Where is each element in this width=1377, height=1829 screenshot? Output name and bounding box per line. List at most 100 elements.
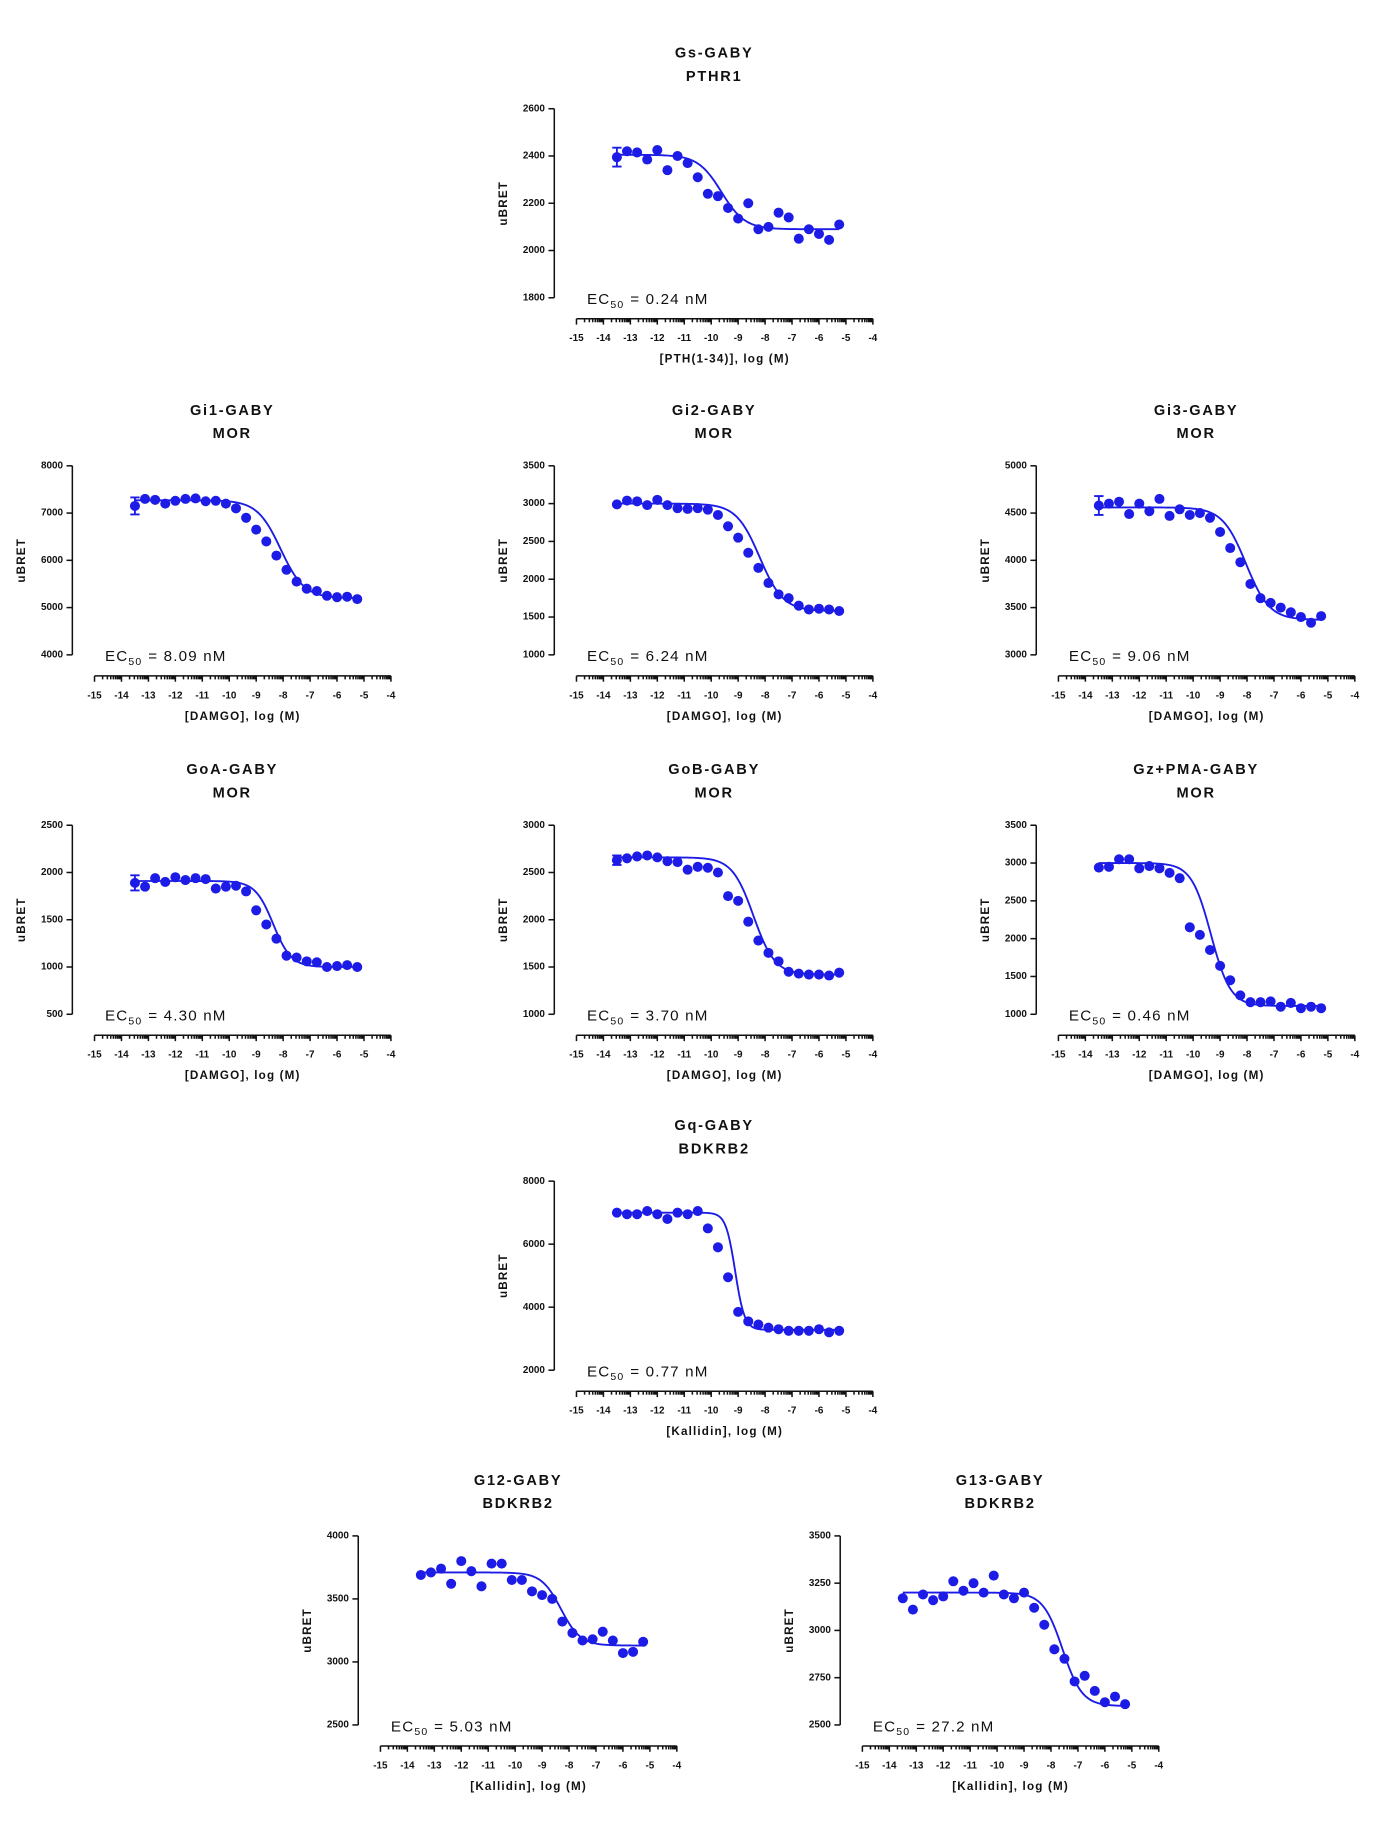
x-tick-label: -9 [1020, 1760, 1029, 1771]
data-point [150, 494, 161, 505]
data-point [824, 234, 835, 245]
data-point [672, 857, 683, 868]
data-point [1265, 996, 1276, 1007]
annotation-main: EC [587, 291, 610, 308]
data-point [682, 503, 693, 514]
data-point [632, 496, 643, 507]
x-tick-label: -14 [114, 690, 129, 701]
data-point [672, 150, 683, 162]
data-point [682, 1209, 693, 1220]
fit-curve [134, 880, 358, 968]
data-point [1174, 504, 1185, 515]
x-tick-label: -13 [623, 1406, 638, 1417]
x-tick-label: -12 [650, 333, 665, 344]
annotation-main: EC [587, 648, 610, 665]
data-point [928, 1595, 939, 1606]
data-point [1164, 510, 1175, 521]
annotation-sub: 50 [414, 1726, 428, 1738]
data-point [763, 577, 774, 589]
data-point [1235, 557, 1246, 568]
data-point [763, 221, 774, 232]
data-point [743, 547, 754, 558]
y-tick-label: 3000 [523, 498, 546, 509]
y-tick-label: 3250 [809, 1578, 832, 1589]
data-point [672, 503, 683, 514]
y-tick-label: 2000 [523, 245, 546, 256]
y-tick-label: 3000 [1005, 858, 1028, 869]
data-point [662, 165, 673, 176]
data-point [743, 1316, 754, 1327]
x-tick-label: -5 [360, 1050, 369, 1061]
y-tick-label: 2600 [523, 103, 546, 114]
chart-subtitle: MOR [1176, 426, 1215, 442]
data-point [733, 213, 744, 224]
data-point [813, 228, 825, 239]
annotation-rest: = 0.77 nM [630, 1364, 708, 1381]
chart-title: GoA-GABY [186, 762, 278, 778]
data-point [978, 1587, 989, 1598]
data-point [938, 1591, 949, 1602]
chart-title: Gz+PMA-GABY [1133, 762, 1259, 778]
x-tick-label: -11 [1159, 690, 1173, 701]
x-tick-label: -4 [1154, 1760, 1163, 1771]
data-point [486, 1558, 497, 1569]
data-point [1204, 944, 1216, 956]
data-point [611, 499, 622, 510]
x-tick-label: -6 [1100, 1760, 1109, 1771]
x-tick-label: -15 [1051, 1050, 1066, 1061]
data-point [220, 498, 231, 509]
data-point [763, 1322, 774, 1333]
chart-panel: Gq-GABY BDKRB2 2000 4000 6000 8000 uBRET -15 -14… [497, 1118, 878, 1438]
x-tick-label: -12 [650, 1050, 665, 1061]
x-tick-label: -15 [569, 690, 584, 701]
data-point [783, 212, 794, 223]
y-axis-label: uBRET [497, 897, 510, 942]
x-tick-label: -11 [1159, 1050, 1173, 1061]
x-tick-label: -15 [373, 1760, 388, 1771]
x-tick-label: -8 [279, 1050, 288, 1061]
x-tick-label: -5 [1127, 1760, 1136, 1771]
data-point [526, 1586, 538, 1597]
annotation-rest: = 6.24 nM [630, 648, 708, 665]
annotation: EC50 = 3.70 nM [587, 1008, 709, 1027]
y-tick-label: 6000 [41, 555, 64, 566]
y-tick-label: 3500 [1005, 820, 1028, 831]
data-point [712, 191, 723, 202]
data-point [261, 919, 272, 930]
annotation-main: EC [1069, 648, 1092, 665]
x-tick-label: -10 [704, 1050, 719, 1061]
x-axis-label: [Kallidin], log (M) [666, 1425, 783, 1438]
data-point [783, 593, 794, 604]
annotation-main: EC [1069, 1008, 1092, 1025]
data-point [1144, 861, 1155, 872]
y-tick-label: 2000 [523, 1365, 546, 1376]
data-point [190, 873, 201, 884]
annotation-rest: = 5.03 nM [434, 1718, 512, 1735]
x-axis-label: [PTH(1-34)], log (M) [660, 353, 790, 366]
fit-curve [616, 1211, 840, 1331]
x-tick-label: -11 [677, 1406, 691, 1417]
x-tick-label: -12 [168, 690, 183, 701]
data-point [436, 1563, 447, 1574]
data-point [763, 947, 774, 958]
data-point [261, 536, 272, 547]
annotation-main: EC [587, 1364, 610, 1381]
data-point [824, 604, 835, 615]
y-tick-label: 3500 [523, 460, 546, 471]
y-tick-label: 4500 [1005, 508, 1028, 519]
data-point [1089, 1685, 1100, 1696]
data-point [793, 600, 804, 611]
x-tick-label: -5 [842, 690, 851, 701]
annotation-sub: 50 [896, 1726, 910, 1738]
data-point [200, 496, 211, 507]
data-point [1109, 1691, 1121, 1702]
data-point [1245, 578, 1256, 589]
x-tick-label: -5 [1323, 690, 1332, 701]
x-tick-label: -12 [936, 1760, 951, 1771]
annotation: EC50 = 0.77 nM [587, 1364, 709, 1383]
y-tick-label: 1000 [523, 649, 546, 660]
data-point [662, 1213, 673, 1224]
data-point [425, 1567, 436, 1578]
x-tick-label: -14 [596, 1050, 611, 1061]
data-point [917, 1589, 929, 1600]
